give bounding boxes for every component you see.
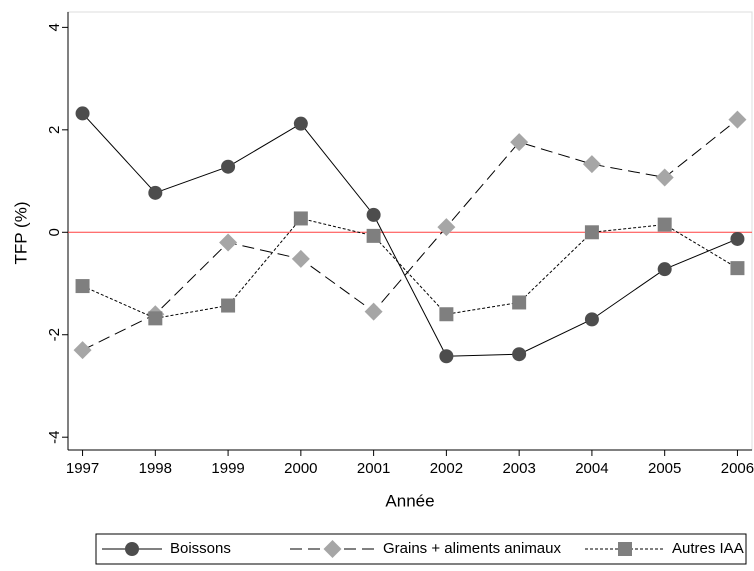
legend-label: Grains + aliments animaux (383, 540, 561, 557)
y-tick-label: 4 (46, 23, 63, 31)
marker (75, 279, 90, 294)
marker (584, 312, 599, 327)
x-tick-label: 1998 (139, 460, 172, 477)
x-tick-label: 2006 (721, 460, 754, 477)
marker (366, 207, 381, 222)
legend-label: Autres IAA (672, 540, 744, 557)
marker (366, 228, 381, 243)
marker (510, 133, 529, 152)
marker (148, 311, 163, 326)
marker (221, 298, 236, 313)
marker (439, 349, 454, 364)
x-tick-label: 2001 (357, 460, 390, 477)
x-axis-label: Année (385, 491, 434, 510)
marker (730, 231, 745, 246)
marker (364, 302, 383, 321)
x-tick-label: 2003 (502, 460, 535, 477)
series-line (82, 113, 738, 357)
marker (728, 110, 747, 129)
x-tick-label: 2005 (648, 460, 681, 477)
series-line (82, 119, 738, 351)
marker (657, 217, 672, 232)
marker (439, 307, 454, 322)
x-tick-label: 2000 (284, 460, 317, 477)
marker (730, 261, 745, 276)
y-tick-label: 2 (46, 126, 63, 134)
x-tick-label: 2002 (430, 460, 463, 477)
x-tick-label: 2004 (575, 460, 608, 477)
marker (219, 233, 238, 252)
marker (291, 249, 310, 268)
y-tick-label: -4 (46, 431, 63, 444)
marker (437, 218, 456, 237)
y-tick-label: -2 (46, 328, 63, 341)
legend-box (95, 533, 747, 565)
marker (657, 262, 672, 277)
marker (655, 168, 674, 187)
y-tick-label: 0 (46, 228, 63, 236)
legend-marker (125, 542, 139, 556)
series-line (82, 217, 738, 319)
y-axis-label: TFP (%) (11, 202, 30, 265)
marker (148, 185, 163, 200)
legend-label: Boissons (170, 540, 231, 557)
marker (293, 211, 308, 226)
marker (75, 106, 90, 121)
marker (582, 155, 601, 174)
marker (584, 225, 599, 240)
marker (512, 347, 527, 362)
x-tick-label: 1999 (211, 460, 244, 477)
marker (293, 116, 308, 131)
marker (512, 295, 527, 310)
marker (73, 341, 92, 360)
legend-marker (323, 540, 342, 558)
legend-marker (618, 542, 632, 556)
plot-frame (67, 11, 753, 451)
marker (221, 159, 236, 174)
x-tick-label: 1997 (66, 460, 99, 477)
